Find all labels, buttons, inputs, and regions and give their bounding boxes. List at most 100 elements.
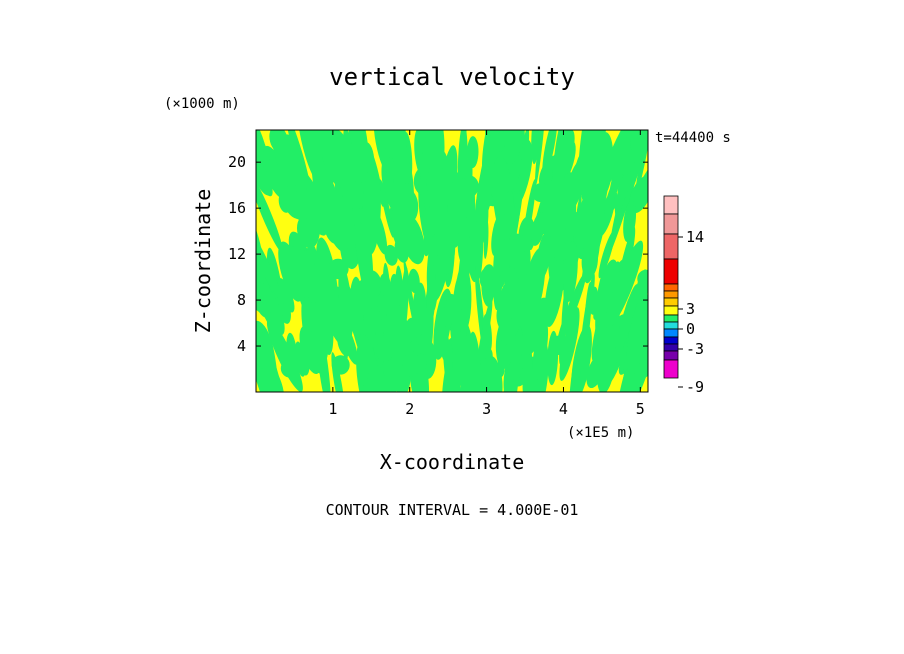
x-tick-label: 1 bbox=[328, 400, 337, 418]
velocity-streak bbox=[621, 136, 631, 164]
velocity-streak bbox=[580, 273, 595, 350]
plot-area bbox=[256, 130, 648, 392]
velocity-streak bbox=[482, 313, 492, 353]
velocity-streak bbox=[442, 329, 453, 392]
velocity-streak bbox=[338, 264, 353, 340]
velocity-streak bbox=[552, 130, 570, 206]
velocity-streak bbox=[355, 221, 372, 284]
x-tick-label: 5 bbox=[636, 400, 645, 418]
velocity-streak bbox=[366, 366, 387, 392]
velocity-streak bbox=[331, 355, 350, 375]
colorbar-tick-label: 0 bbox=[686, 320, 695, 338]
velocity-streak bbox=[518, 130, 530, 189]
velocity-streak bbox=[451, 277, 462, 355]
time-label: t=44400 s bbox=[655, 130, 731, 146]
colorbar bbox=[663, 195, 679, 379]
x-tick-label: 4 bbox=[559, 400, 568, 418]
colorbar-segment bbox=[663, 321, 679, 330]
velocity-streak bbox=[559, 307, 580, 381]
velocity-streak bbox=[552, 242, 571, 261]
velocity-streak bbox=[373, 130, 392, 174]
colorbar-segment bbox=[663, 305, 679, 316]
velocity-streak bbox=[629, 175, 648, 214]
velocity-streak bbox=[531, 130, 540, 165]
colorbar-segment bbox=[663, 336, 679, 345]
velocity-streak bbox=[551, 335, 566, 355]
velocity-streak bbox=[256, 175, 283, 253]
y-unit-label: (×1000 m) bbox=[164, 96, 240, 112]
velocity-streak bbox=[385, 141, 399, 159]
colorbar-segment bbox=[663, 195, 679, 215]
colorbar-segment bbox=[663, 343, 679, 352]
velocity-streak bbox=[613, 269, 630, 293]
colorbar-segment bbox=[663, 328, 679, 338]
velocity-streak bbox=[523, 297, 549, 355]
colorbar-segment bbox=[663, 213, 679, 235]
x-tick-label: 2 bbox=[405, 400, 414, 418]
colorbar-segment bbox=[663, 233, 679, 260]
velocity-streak bbox=[296, 130, 323, 183]
velocity-streak bbox=[497, 130, 505, 152]
velocity-streak bbox=[283, 244, 312, 298]
velocity-streak bbox=[575, 157, 611, 243]
colorbar-segment bbox=[663, 297, 679, 307]
velocity-streak bbox=[531, 183, 550, 203]
y-axis: 4 8 12 16 20 bbox=[228, 153, 648, 355]
y-tick-label: 16 bbox=[228, 199, 246, 217]
velocity-streak bbox=[503, 340, 518, 392]
velocity-streak bbox=[412, 282, 427, 338]
x-axis: 1 2 3 4 5 bbox=[328, 130, 645, 418]
velocity-streak bbox=[316, 237, 339, 320]
y-tick-label: 8 bbox=[237, 291, 246, 309]
velocity-streak bbox=[467, 331, 482, 392]
velocity-streak bbox=[626, 293, 648, 376]
velocity-streak bbox=[498, 284, 511, 346]
velocity-streak bbox=[425, 165, 438, 242]
y-tick-label: 20 bbox=[228, 153, 246, 171]
colorbar-tick-label: -9 bbox=[686, 378, 704, 396]
velocity-streak bbox=[616, 299, 630, 371]
colorbar-tick-label: 14 bbox=[686, 228, 704, 246]
velocity-streak bbox=[534, 130, 546, 187]
velocity-streak bbox=[314, 258, 327, 280]
colorbar-tick-label: 3 bbox=[686, 300, 695, 318]
velocity-streak bbox=[481, 355, 503, 392]
velocity-streak bbox=[630, 130, 648, 153]
y-tick-label: 12 bbox=[228, 245, 246, 263]
y-tick-label: 4 bbox=[237, 337, 246, 355]
velocity-streak bbox=[420, 172, 430, 216]
colorbar-segment bbox=[663, 290, 679, 299]
velocity-streak bbox=[483, 219, 489, 259]
velocity-streak bbox=[520, 248, 546, 334]
velocity-streak bbox=[607, 177, 635, 257]
colorbar-segment bbox=[663, 359, 679, 379]
velocity-streak bbox=[402, 351, 420, 377]
velocity-streak bbox=[433, 258, 441, 311]
velocity-streak bbox=[577, 368, 584, 392]
velocity-streak bbox=[349, 276, 364, 338]
velocity-streak bbox=[362, 164, 381, 255]
velocity-streak bbox=[262, 357, 284, 392]
chart-title: vertical velocity bbox=[329, 63, 575, 91]
colorbar-segment bbox=[663, 314, 679, 323]
velocity-streak bbox=[299, 326, 322, 374]
velocity-streak bbox=[457, 216, 471, 241]
velocity-streak bbox=[637, 269, 648, 288]
velocity-streak bbox=[544, 258, 565, 327]
velocity-streak bbox=[277, 278, 295, 313]
velocity-streak bbox=[315, 174, 338, 222]
velocity-streak bbox=[383, 355, 395, 392]
velocity-streak bbox=[362, 344, 375, 374]
velocity-streak bbox=[350, 135, 367, 184]
colorbar-segment bbox=[663, 350, 679, 361]
velocity-streak bbox=[572, 328, 588, 388]
velocity-streak bbox=[598, 230, 615, 279]
velocity-streak bbox=[580, 243, 590, 294]
velocity-streak bbox=[501, 193, 522, 288]
velocity-streak bbox=[501, 130, 522, 165]
colorbar-tick-label: -3 bbox=[686, 340, 704, 358]
velocity-streak bbox=[473, 344, 487, 392]
velocity-streak bbox=[522, 179, 536, 254]
velocity-streak bbox=[447, 171, 462, 228]
